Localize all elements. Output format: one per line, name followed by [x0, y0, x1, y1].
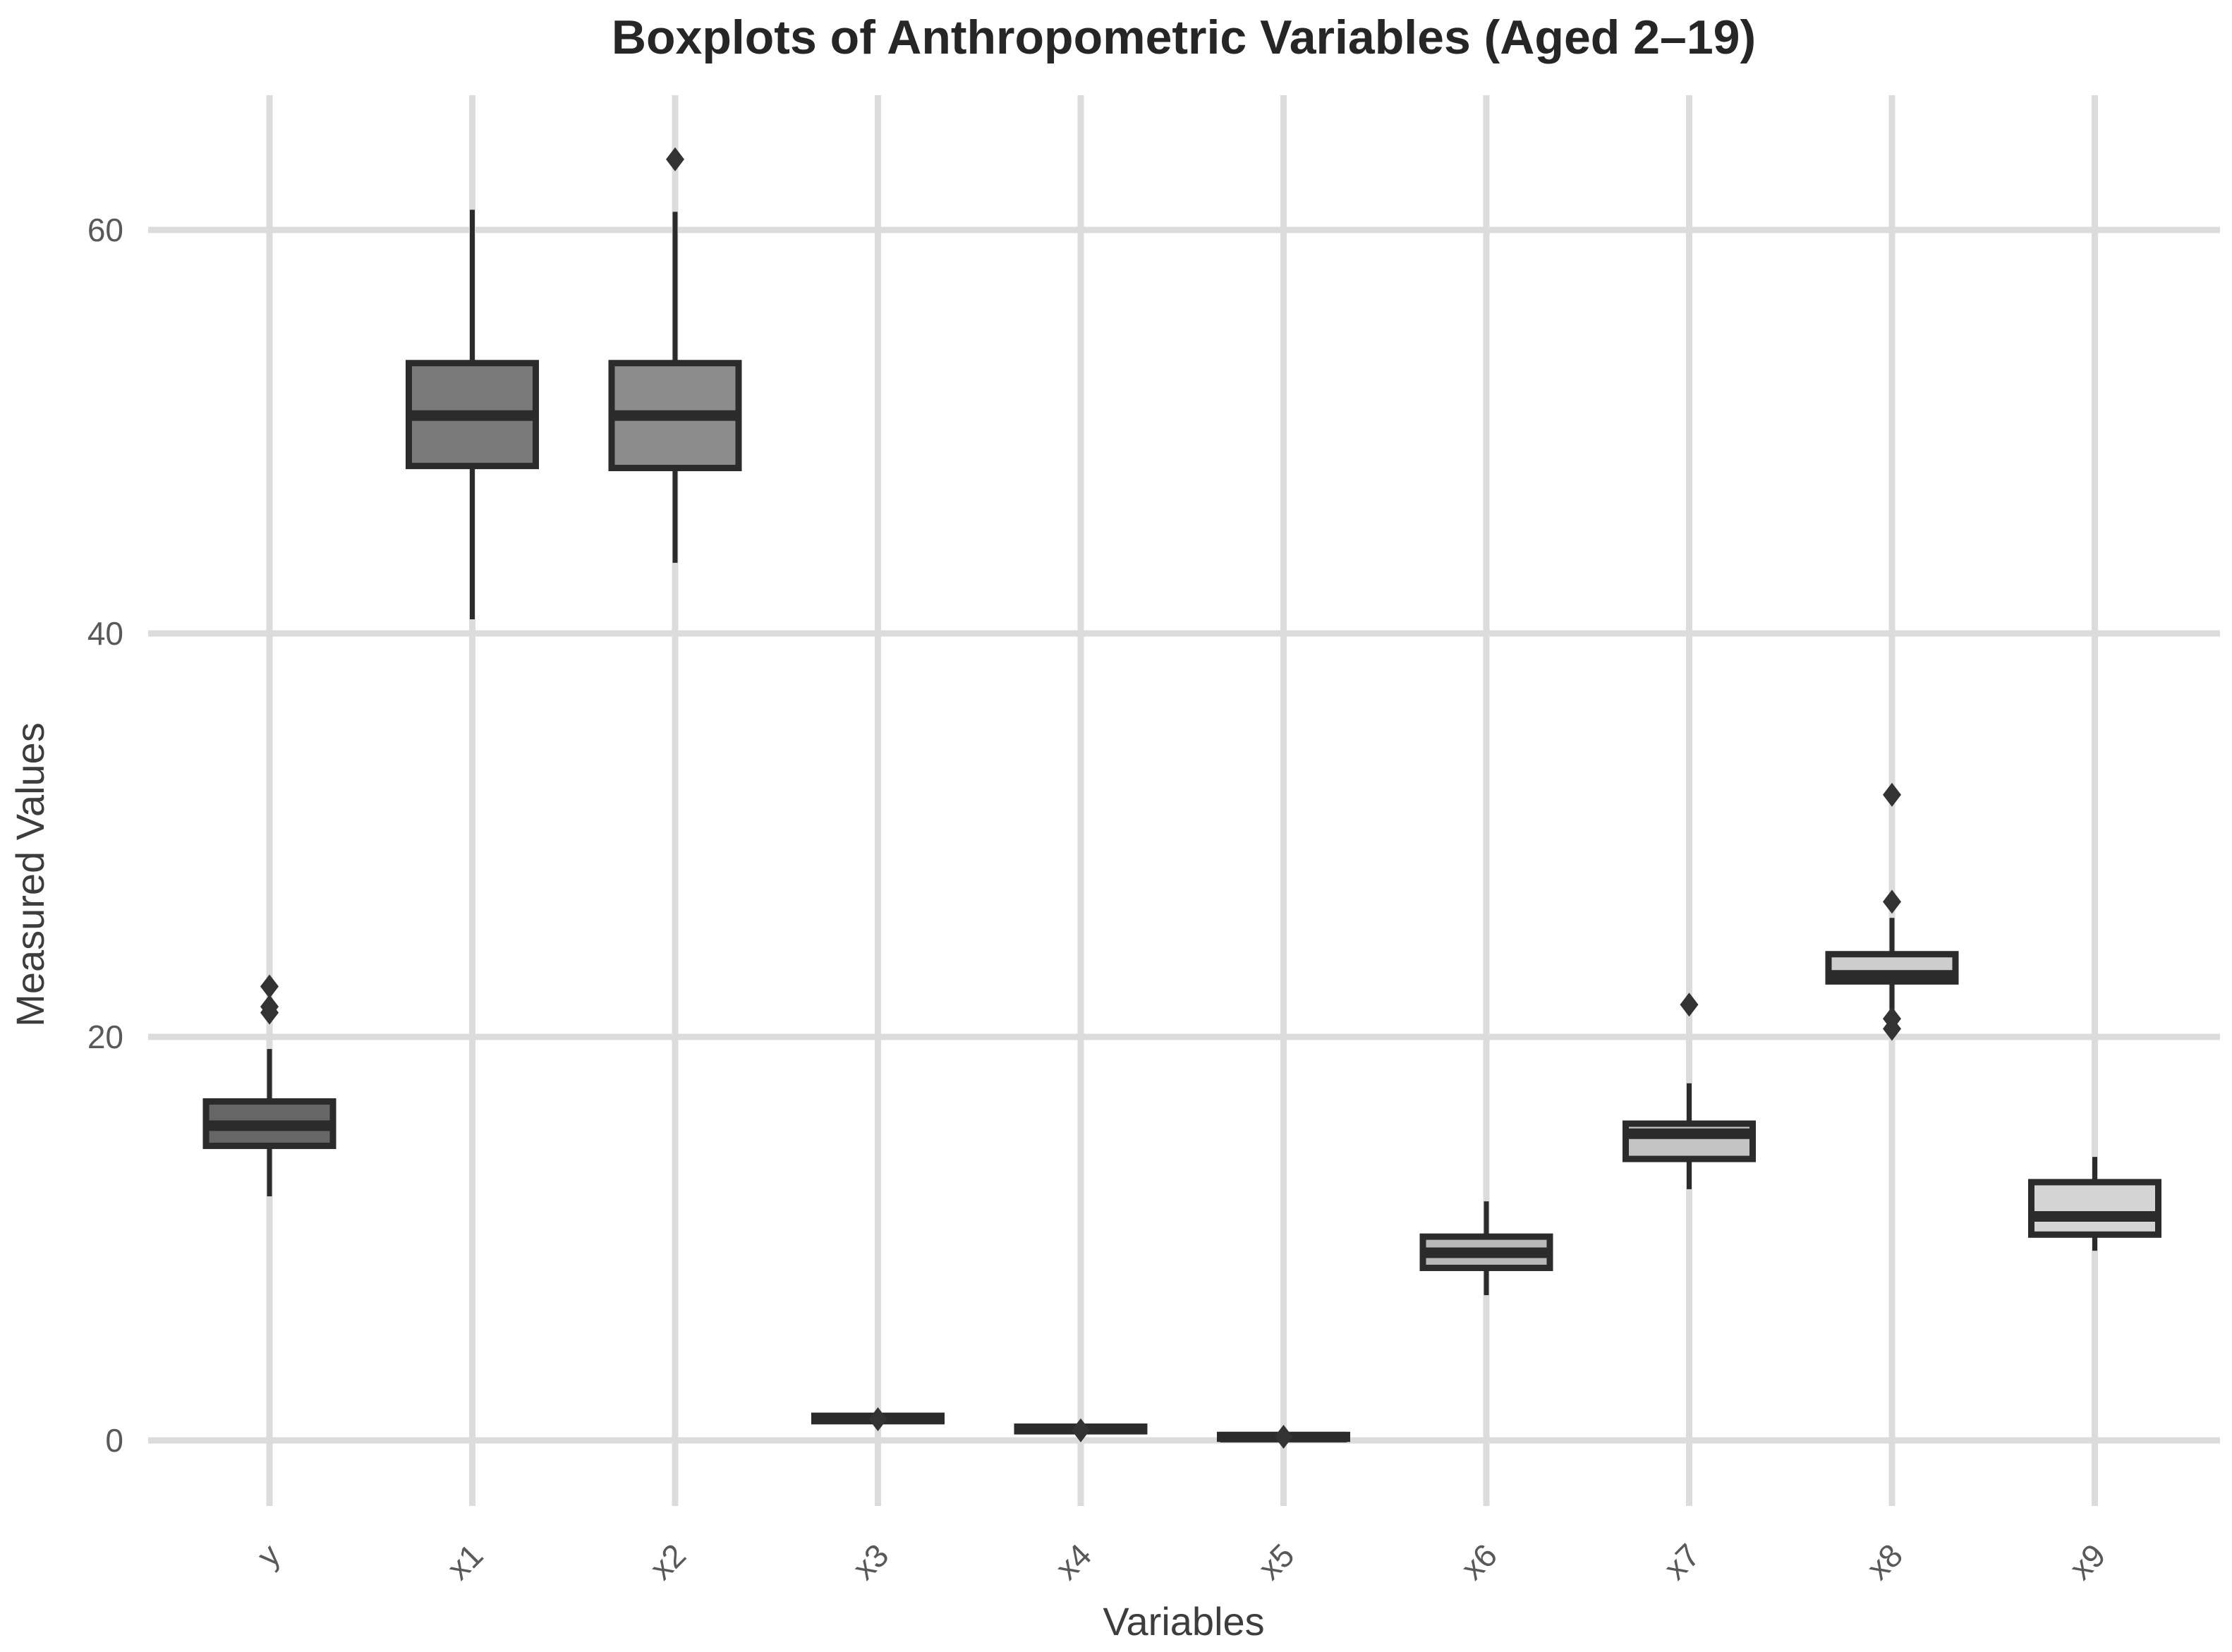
x-axis-title: Variables	[1103, 1599, 1264, 1644]
y-tick-label-60: 60	[87, 212, 123, 248]
x-tick-label-x6: x6	[1454, 1536, 1504, 1586]
boxplot-x4	[1014, 1418, 1148, 1443]
box-x9	[2028, 1179, 2161, 1238]
boxplot-series	[202, 147, 2161, 1449]
y-tick-label-0: 0	[105, 1422, 123, 1459]
boxplot-x3	[811, 1407, 945, 1431]
outlier-x8-0	[1883, 782, 1901, 807]
chart-title: Boxplots of Anthropometric Variables (Ag…	[612, 11, 1756, 64]
boxplot-x7	[1623, 992, 1756, 1189]
x-tick-label-y: y	[250, 1536, 287, 1574]
y-axis-title: Measured Values	[8, 722, 52, 1027]
x-tick-label-x3: x3	[845, 1536, 895, 1586]
x-tick-label-x9: x9	[2062, 1536, 2112, 1586]
gridlines	[148, 95, 2220, 1506]
x-tick-label-x2: x2	[643, 1536, 693, 1586]
x-tick-label-x7: x7	[1656, 1536, 1706, 1586]
outlier-x4-0	[1072, 1418, 1090, 1443]
outlier-x2-0	[666, 147, 684, 171]
x-tick-label-x8: x8	[1860, 1536, 1910, 1586]
x-tick-label-x5: x5	[1251, 1536, 1301, 1586]
outlier-y-2	[260, 974, 279, 999]
x-axis-tick-labels: y x1 x2 x3 x4 x5 x6 x7 x8 x9	[250, 1536, 2113, 1586]
y-tick-label-40: 40	[87, 615, 123, 652]
boxplot-x6	[1419, 1201, 1553, 1296]
y-tick-label-20: 20	[87, 1019, 123, 1055]
outlier-x5-0	[1274, 1424, 1293, 1449]
outlier-x8-1	[1883, 889, 1901, 914]
outlier-y-1	[260, 995, 279, 1019]
boxplot-x9	[2028, 1157, 2161, 1251]
boxplot-x8	[1825, 782, 1959, 1041]
boxplot-y	[202, 974, 336, 1196]
boxplot-x1	[406, 209, 539, 619]
outlier-x3-0	[868, 1407, 887, 1431]
x-tick-label-x4: x4	[1048, 1536, 1098, 1586]
boxplot-x2	[608, 147, 742, 563]
y-axis-tick-labels: 0 20 40 60	[87, 212, 123, 1459]
outlier-x7-0	[1680, 992, 1699, 1017]
x-tick-label-x1: x1	[439, 1536, 490, 1586]
boxplot-x5	[1217, 1424, 1350, 1449]
outlier-x8-3	[1883, 1016, 1901, 1041]
